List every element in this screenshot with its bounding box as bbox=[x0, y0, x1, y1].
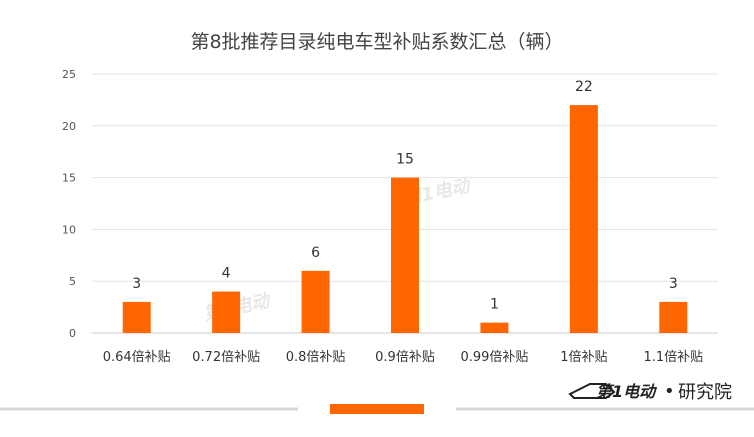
brand-separator: • bbox=[664, 381, 675, 402]
car-icon bbox=[568, 383, 616, 399]
data-label: 3 bbox=[669, 276, 678, 292]
bar bbox=[122, 301, 151, 333]
bar bbox=[391, 177, 419, 333]
bar-series bbox=[122, 105, 688, 333]
data-label: 1 bbox=[490, 297, 499, 313]
y-tick-label: 5 bbox=[69, 275, 76, 288]
data-label: 6 bbox=[311, 245, 320, 261]
brand-logo-text: 第1电动 bbox=[596, 382, 657, 401]
y-tick-label: 10 bbox=[62, 223, 76, 236]
x-tick-label: 0.99倍补贴 bbox=[460, 350, 528, 365]
y-axis-ticks: 0 5 10 15 20 25 bbox=[62, 68, 76, 340]
chart-title: 第8批推荐目录纯电车型补贴系数汇总（辆） bbox=[190, 31, 563, 53]
x-tick-label: 1.1倍补贴 bbox=[643, 350, 703, 365]
data-label: 4 bbox=[222, 266, 231, 282]
x-tick-label: 0.64倍补贴 bbox=[103, 350, 171, 365]
y-tick-label: 0 bbox=[69, 327, 76, 340]
brand-footer: 第1电动 • 研究院 bbox=[568, 381, 732, 403]
brand-name: 研究院 bbox=[678, 382, 732, 403]
y-tick-label: 20 bbox=[62, 120, 76, 133]
bar bbox=[569, 105, 598, 333]
data-label: 22 bbox=[575, 79, 593, 95]
bar bbox=[659, 301, 688, 333]
bar bbox=[301, 270, 330, 333]
x-tick-label: 1倍补贴 bbox=[560, 350, 607, 365]
footer-decoration bbox=[0, 404, 754, 414]
footer-accent-bar bbox=[330, 404, 424, 414]
bar bbox=[480, 322, 509, 333]
y-tick-label: 25 bbox=[62, 68, 76, 81]
x-axis-labels: 0.64倍补贴 0.72倍补贴 0.8倍补贴 0.9倍补贴 0.99倍补贴 1倍补贴 1.1… bbox=[103, 350, 703, 365]
x-tick-label: 0.72倍补贴 bbox=[192, 350, 260, 365]
y-tick-label: 15 bbox=[62, 172, 76, 185]
data-labels: 3 4 6 15 1 22 3 bbox=[132, 79, 677, 313]
data-label: 15 bbox=[396, 152, 414, 168]
bar bbox=[212, 291, 241, 333]
watermark-group: 第1电动 第1电动 bbox=[202, 175, 474, 325]
x-tick-label: 0.9倍补贴 bbox=[375, 350, 435, 365]
data-label: 3 bbox=[132, 276, 141, 292]
x-tick-label: 0.8倍补贴 bbox=[286, 350, 346, 365]
